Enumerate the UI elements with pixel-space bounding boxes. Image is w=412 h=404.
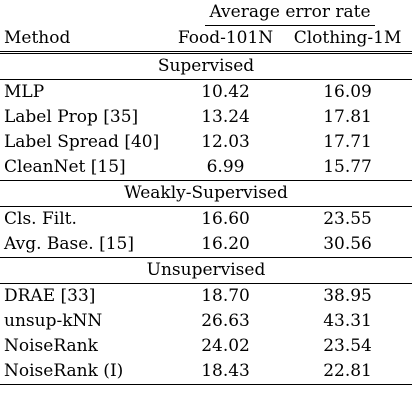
clothing1m-value-cell: 30.56 [323,234,372,254]
table-row: unsup-kNN 26.63 43.31 [0,309,412,334]
group-header-row: Unsupervised [0,257,412,284]
table-row: Avg. Base. [15] 16.20 30.56 [0,232,412,258]
method-cell: unsup-kNN [4,311,103,331]
method-cell: DRAE [33] [0,283,168,309]
header-group-cell: Average error rate [168,0,412,26]
table-row: MLP 10.42 16.09 [0,79,412,105]
food101n-value-cell: 18.70 [168,283,284,309]
clothing1m-value-cell: 38.95 [283,283,412,309]
method-cell: Label Spread [40] [4,132,160,152]
group-header-row: Supervised [0,51,412,80]
clothing1m-value-cell: 23.54 [323,336,372,356]
method-cell: CleanNet [15] [4,157,126,177]
table-row: Cls. Filt. 16.60 23.55 [0,206,412,232]
food101n-value-cell: 18.43 [168,359,284,385]
clothing1m-value-cell: 15.77 [323,157,372,177]
clothing1m-value-cell: 43.31 [323,311,372,331]
table-row: NoiseRank 24.02 23.54 [0,334,412,359]
clothing1m-value-cell: 17.71 [323,132,372,152]
food101n-value-cell: 13.24 [201,107,250,127]
table-row: NoiseRank (I) 18.43 22.81 [0,359,412,385]
method-cell: MLP [0,79,168,105]
column-header-method: Method [4,28,71,48]
column-header-food101n: Food-101N [177,28,274,48]
clothing1m-value-cell: 23.55 [283,206,412,232]
clothing1m-value-cell: 16.09 [283,79,412,105]
group-header-label: Weakly-Supervised [0,180,412,207]
table-row: CleanNet [15] 6.99 15.77 [0,155,412,181]
method-cell: Label Prop [35] [4,107,139,127]
group-header-label: Supervised [0,51,412,80]
group-header-label: Unsupervised [0,257,412,284]
header-empty-cell [0,0,168,26]
method-cell: Cls. Filt. [0,206,168,232]
table-row: Label Spread [40] 12.03 17.71 [0,130,412,155]
group-header-row: Weakly-Supervised [0,180,412,207]
header-group-label: Average error rate [205,0,375,26]
method-cell: NoiseRank [4,336,98,356]
food101n-value-cell: 16.20 [201,234,250,254]
food101n-value-cell: 16.60 [168,206,284,232]
results-table: Average error rate Method Food-101N Clot… [0,0,412,385]
food101n-value-cell: 6.99 [206,157,245,177]
clothing1m-value-cell: 17.81 [323,107,372,127]
food101n-value-cell: 24.02 [201,336,250,356]
header-group-row: Average error rate [0,0,412,26]
results-table-body: Average error rate Method Food-101N Clot… [0,0,412,385]
method-cell: NoiseRank (I) [0,359,168,385]
column-header-clothing1m: Clothing-1M [293,28,402,48]
header-columns-row: Method Food-101N Clothing-1M [0,26,412,53]
food101n-value-cell: 26.63 [201,311,250,331]
method-cell: Avg. Base. [15] [4,234,134,254]
clothing1m-value-cell: 22.81 [283,359,412,385]
food101n-value-cell: 12.03 [201,132,250,152]
table-row: Label Prop [35] 13.24 17.81 [0,105,412,130]
food101n-value-cell: 10.42 [168,79,284,105]
table-row: DRAE [33] 18.70 38.95 [0,283,412,309]
